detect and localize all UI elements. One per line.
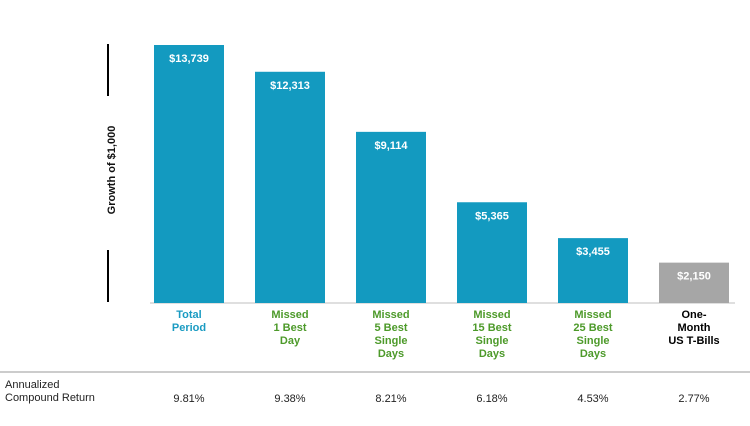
bar-6 (659, 262, 729, 303)
returns-row: 9.81% 9.38% 8.21% 6.18% 4.53% 2.77% (173, 393, 709, 405)
annualized-return-5: 4.53% (577, 393, 608, 405)
annualized-return-2: 9.38% (274, 393, 305, 405)
category-label-4: Missed 15 Best Single Days (472, 309, 511, 360)
bar-4 (457, 202, 527, 303)
bar-value-label-1: $13,739 (169, 53, 209, 65)
bar-2 (255, 71, 325, 303)
category-labels: Total Period Missed 1 Best Day Missed 5 Best Si… (172, 309, 720, 360)
bars-group: $13,739 $12,313 $9,114 $5,365 $3,455 $2,150 (154, 45, 729, 303)
annualized-return-3: 8.21% (375, 393, 406, 405)
annualized-return-4: 6.18% (476, 393, 507, 405)
annualized-return-6: 2.77% (678, 393, 709, 405)
category-label-1: Total Period (172, 309, 206, 334)
annualized-return-1: 9.81% (173, 393, 204, 405)
category-label-6: One-Month US T-Bills (668, 309, 719, 347)
bar-1 (154, 45, 224, 303)
bar-value-label-5: $3,455 (576, 246, 610, 258)
returns-row-title-text: Annualized Compound Return (5, 379, 95, 404)
y-axis: Growth of $1,000 (106, 44, 118, 302)
bar-value-label-3: $9,114 (374, 140, 408, 152)
category-label-5: Missed 25 Best Single Days (573, 309, 612, 360)
returns-row-title: Annualized Compound Return (5, 379, 95, 404)
y-axis-label: Growth of $1,000 (106, 126, 118, 215)
bar-3 (356, 131, 426, 303)
bar-5 (558, 238, 628, 303)
bar-value-label-2: $12,313 (270, 80, 310, 92)
category-label-3: Missed 5 Best Single Days (372, 309, 409, 360)
bar-value-label-6: $2,150 (677, 271, 711, 283)
category-label-2: Missed 1 Best Day (271, 309, 308, 347)
bar-value-label-4: $5,365 (475, 210, 509, 222)
